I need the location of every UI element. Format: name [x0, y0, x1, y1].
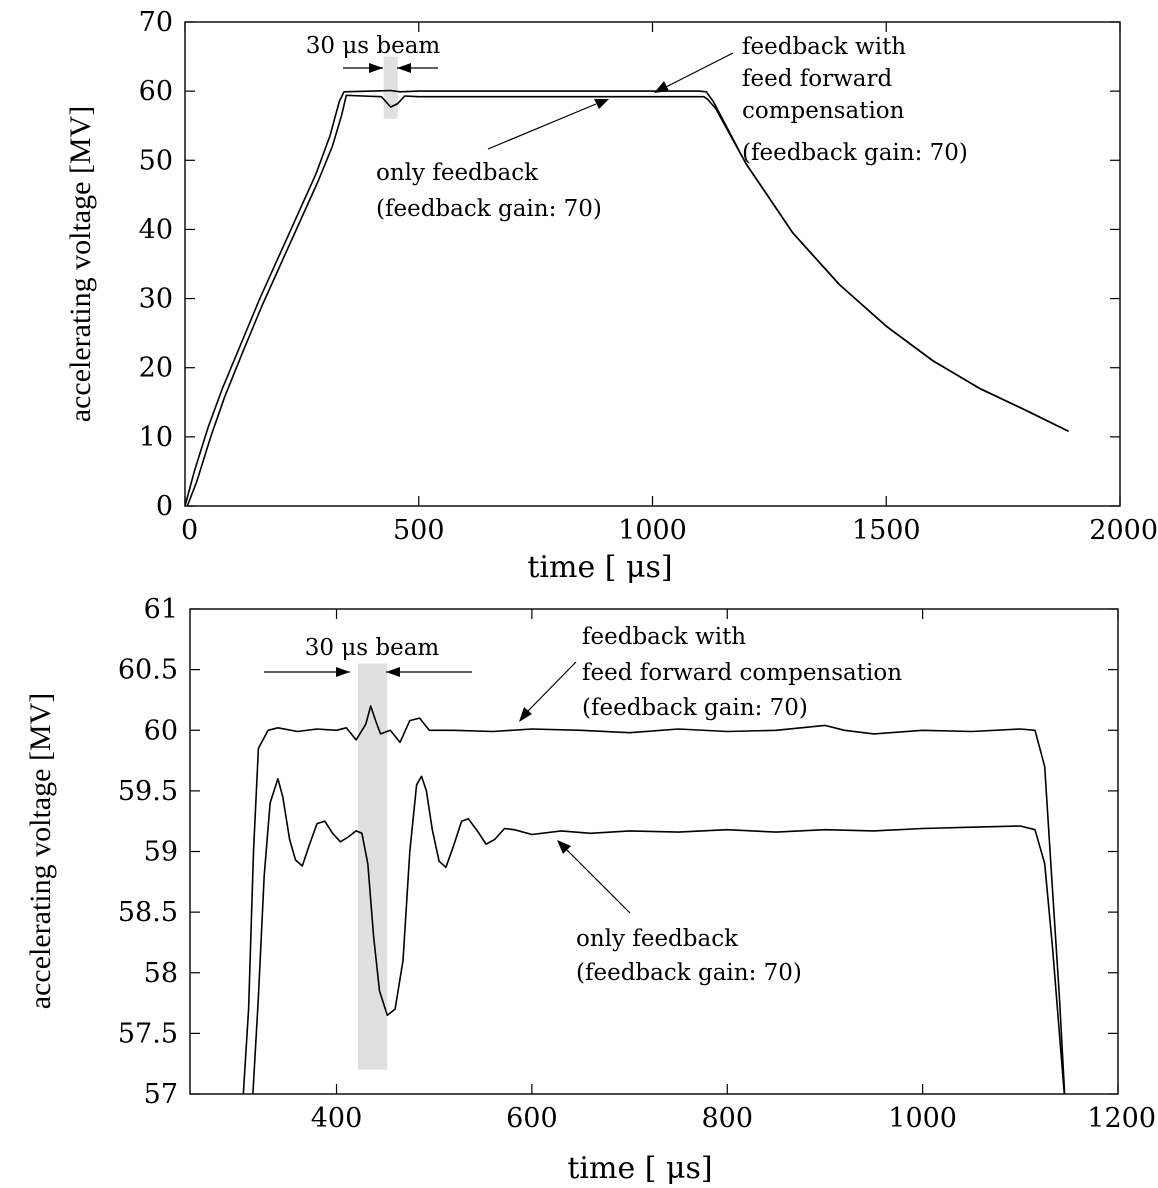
chart-zoom: 400 600 800 1000 1200 57 57.5 58 58.5 59 59.5 60 60.…: [24, 594, 1156, 1186]
axis-ticks: 400 600 800 1000 1200 57 57.5 58 58.5 59 59.5 60 60.…: [118, 594, 1156, 1134]
x-axis-title: time [ μs]: [567, 1151, 712, 1186]
x-tick-label: 2000: [1089, 515, 1158, 546]
plot-frame: [184, 21, 1121, 507]
x-axis-title: time [ μs]: [527, 550, 672, 585]
beam-arrowhead-right: [397, 63, 411, 73]
x-tick-label: 500: [393, 515, 445, 546]
annotation-line: feedback with: [582, 624, 746, 650]
annotation-line: only feedback: [576, 926, 739, 952]
annotation-pointer: [487, 103, 597, 150]
series-line-feedforward: [242, 705, 1066, 1094]
x-tick-label: 400: [311, 1103, 363, 1134]
beam-width-arrows: [264, 667, 472, 677]
annotation-arrowhead: [557, 840, 571, 854]
y-tick-label: 10: [139, 422, 173, 453]
beam-arrowhead-left: [336, 667, 350, 677]
annotation-feedback-only: only feedback (feedback gain: 70): [557, 840, 802, 986]
y-tick-label: 60.5: [118, 655, 178, 686]
y-tick-label: 40: [139, 214, 173, 245]
y-axis-title: accelerating voltage [MV]: [64, 106, 97, 423]
x-tick-label: 0: [181, 515, 198, 546]
y-axis-title: accelerating voltage [MV]: [24, 693, 57, 1010]
annotation-line: compensation: [742, 98, 905, 124]
annotation-feedforward: feedback with feed forward compensation …: [654, 34, 968, 166]
annotation-arrowhead: [594, 99, 609, 109]
x-tick-label: 1200: [1087, 1103, 1156, 1134]
annotation-arrowhead: [654, 81, 669, 93]
y-tick-label: 58.5: [118, 897, 178, 928]
series-line-feedback-only: [186, 94, 1069, 507]
y-tick-label: 0: [156, 491, 173, 522]
annotation-line: feedback with: [742, 34, 906, 60]
annotation-feedback-only: only feedback (feedback gain: 70): [376, 99, 609, 222]
y-tick-label: 59.5: [118, 776, 178, 807]
y-tick-label: 61: [144, 594, 178, 625]
annotation-feedforward: feedback with feed forward compensation …: [519, 624, 902, 722]
beam-window: [358, 663, 388, 1070]
beam-label: 30 μs beam: [306, 33, 441, 59]
annotation-pointer: [526, 661, 577, 713]
plot-frame: [189, 608, 1119, 1095]
chart-full-pulse: 0 500 1000 1500 2000 0 10 20 30 40 50 60 70 time [ μ…: [64, 7, 1158, 585]
y-tick-label: 50: [139, 145, 173, 176]
axis-ticks: 0 500 1000 1500 2000 0 10 20 30 40 50 60 70: [139, 7, 1158, 546]
annotation-pointer: [566, 849, 631, 914]
annotation-line: (feedback gain: 70): [376, 196, 602, 222]
beam-width-arrows: [343, 63, 438, 73]
annotation-line: feed forward compensation: [582, 660, 902, 686]
annotation-line: only feedback: [376, 160, 539, 186]
annotation-line: (feedback gain: 70): [576, 960, 802, 986]
series-layer: [184, 89, 1069, 507]
y-tick-label: 57: [144, 1079, 178, 1110]
y-tick-label: 70: [139, 7, 173, 38]
annotation-arrowhead: [519, 707, 532, 722]
annotation-pointer: [665, 52, 734, 88]
series-layer: [242, 705, 1066, 1094]
x-tick-label: 800: [701, 1103, 753, 1134]
beam-window: [383, 56, 398, 119]
beam-label: 30 μs beam: [305, 635, 440, 661]
beam-arrowhead-left: [369, 63, 383, 73]
y-tick-label: 59: [144, 837, 178, 868]
y-tick-label: 20: [139, 353, 173, 384]
beam-arrowhead-right: [386, 667, 400, 677]
x-tick-label: 600: [506, 1103, 558, 1134]
annotation-line: (feedback gain: 70): [582, 695, 808, 721]
y-tick-label: 58: [144, 958, 178, 989]
y-tick-label: 30: [139, 284, 173, 315]
annotation-line: (feedback gain: 70): [742, 140, 968, 166]
y-tick-label: 60: [144, 715, 178, 746]
annotation-line: feed forward: [742, 66, 893, 92]
y-tick-label: 57.5: [118, 1018, 178, 1049]
x-tick-label: 1000: [888, 1103, 957, 1134]
series-line-feedback-only: [252, 775, 1066, 1094]
x-tick-label: 1500: [852, 515, 921, 546]
x-tick-label: 1000: [618, 515, 687, 546]
y-tick-label: 60: [139, 76, 173, 107]
